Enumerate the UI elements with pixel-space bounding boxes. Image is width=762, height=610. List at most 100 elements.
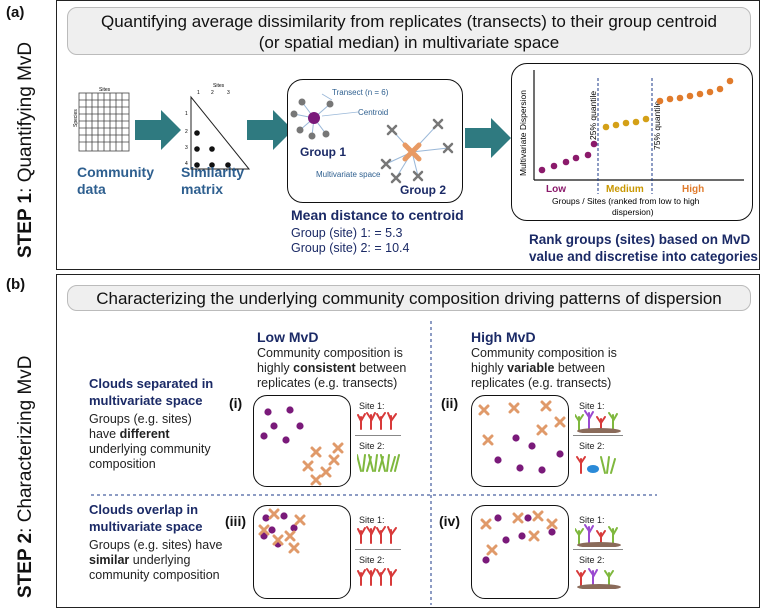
rank-dot-low	[538, 166, 546, 174]
rank-dot-high	[706, 88, 714, 96]
high-mvd-header: High MvD Community composition is highly…	[471, 329, 617, 391]
step1-panel: Quantifying average dissimilarity from r…	[56, 0, 760, 270]
sim-top-label: Sites	[213, 83, 225, 89]
step1-title-box: Quantifying average dissimilarity from r…	[67, 7, 751, 55]
rank-dot-high	[666, 95, 674, 103]
green-grass-icon	[357, 454, 400, 472]
step2-panel: Characterizing the underlying community …	[56, 274, 760, 608]
rank-chart-box: Multivariate Dispersion 25% quantile 75%…	[511, 63, 753, 221]
quadrant-ii-plot	[478, 400, 566, 475]
rank-dot-low	[550, 162, 558, 170]
quadrant-iv-plot	[480, 510, 558, 565]
rank-caption-line2: value and discretise into categories	[529, 249, 758, 264]
high-mvd-l2: highly variable between	[471, 361, 617, 376]
low-l2-pre: highly	[257, 361, 294, 375]
mixed-coral-icon	[575, 524, 621, 547]
site1-label-iii: Site 1:	[359, 515, 385, 525]
low-mvd-header: Low MvD Community composition is highly …	[257, 329, 406, 391]
rank-dot-high	[696, 90, 704, 98]
rank-dot-high	[686, 92, 694, 100]
site-divider	[573, 435, 623, 436]
rank-xlabel-line1: Groups / Sites (ranked from low to high	[552, 196, 700, 206]
high-l2-post: between	[554, 361, 606, 375]
q75-label: 75% quantile	[652, 101, 662, 150]
step1-side-rest: : Quantifying MvD	[15, 41, 36, 193]
mixed-coral-icon	[575, 410, 621, 433]
sim-col2: 2	[211, 90, 214, 96]
quadrant-separators	[91, 321, 657, 605]
group1-label: Group 1	[300, 145, 347, 159]
red-coral-icon	[357, 526, 397, 544]
step2-title-box: Characterizing the underlying community …	[67, 285, 751, 311]
cat-medium-label: Medium	[606, 184, 644, 195]
rank-dot-medium	[632, 118, 640, 126]
mean-distance-title: Mean distance to centroid	[291, 207, 464, 223]
high-mvd-title: High MvD	[471, 329, 536, 345]
step2-side-label: STEP 2: Characterizing MvD	[15, 355, 37, 598]
rank-dot-medium	[642, 115, 650, 123]
community-line2: data	[77, 181, 106, 197]
similarity-matrix-label: Similarity matrix	[181, 164, 244, 198]
multivariate-space-plot	[290, 93, 454, 184]
similarity-line2: matrix	[181, 181, 224, 197]
ovl-head2: multivariate space	[89, 519, 203, 534]
rank-dot-high	[726, 77, 734, 85]
sep-l2-pre: have	[89, 427, 120, 441]
panel-tag-b: (b)	[6, 276, 26, 293]
quad-label-i: (i)	[229, 395, 243, 411]
q25-label: 25% quantile	[588, 91, 598, 140]
step2-side-rest: : Characterizing MvD	[15, 355, 36, 533]
group2-label: Group 2	[400, 183, 447, 197]
sim-row1: 1	[185, 111, 188, 117]
quadrant-i-plot	[259, 405, 344, 486]
site-divider	[355, 549, 401, 550]
quad-label-ii: (ii)	[441, 395, 459, 411]
high-mvd-l1: Community composition is	[471, 346, 617, 360]
low-mvd-l2: highly consistent between	[257, 361, 406, 376]
multivariate-space-box: Transect (n = 6) Centroid Group 1 Multiv…	[287, 79, 463, 203]
similarity-line1: Similarity	[181, 164, 245, 180]
red-coral-icon	[357, 412, 397, 430]
sim-col3: 3	[227, 90, 230, 96]
site2-label-iii: Site 2:	[359, 555, 385, 565]
rank-dot-low	[572, 154, 580, 162]
arrow-right-icon	[247, 110, 293, 150]
step2-sidebar: (b) STEP 2: Characterizing MvD	[0, 272, 54, 608]
rank-dot-high	[676, 94, 684, 102]
rank-caption: Rank groups (sites) based on MvD value a…	[529, 231, 758, 265]
site2-label-ii: Site 2:	[579, 441, 605, 451]
low-mvd-title: Low MvD	[257, 329, 319, 345]
mean-distance-g2: Group (site) 2: = 10.4	[291, 241, 410, 255]
step2-side-bold: STEP 2	[15, 532, 36, 598]
sim-col1: 1	[197, 90, 200, 96]
low-mvd-l1: Community composition is	[257, 346, 403, 360]
rank-dot-low	[590, 140, 598, 148]
site-legend-iv: Site 1: Site 2:	[573, 511, 625, 597]
centroid-label: Centroid	[358, 108, 389, 117]
step1-sidebar: (a) STEP 1: Quantifying MvD	[0, 0, 54, 312]
low-mvd-l3: replicates (e.g. transects)	[257, 376, 398, 390]
high-l2-pre: highly	[471, 361, 508, 375]
site-legend-ii: Site 1: Site 2:	[573, 397, 625, 485]
similarity-matrix: Sites 1 2 3 1 2 3 4	[185, 83, 251, 170]
centroid-marker	[308, 112, 320, 124]
sep-head1: Clouds separated in	[89, 376, 214, 391]
rank-dot-low	[584, 151, 592, 159]
site2-label-iv: Site 2:	[579, 555, 605, 565]
sim-row2: 2	[185, 129, 188, 135]
low-l2-post: between	[355, 361, 407, 375]
quadrant-iii-plot	[258, 508, 306, 554]
ovl-l2: similar underlying	[89, 553, 222, 568]
arrow-right-icon	[135, 110, 181, 150]
rank-ylabel: Multivariate Dispersion	[518, 90, 528, 176]
quad-label-iv: (iv)	[439, 513, 460, 529]
red-coral-icon	[357, 568, 397, 586]
site-divider	[355, 435, 401, 436]
sep-l4: composition	[89, 457, 156, 471]
step1-title-line1: Quantifying average dissimilarity from r…	[100, 12, 718, 31]
site-legend-i: Site 1: Site 2:	[355, 397, 403, 485]
overlap-row-label: Clouds overlap in multivariate space Gro…	[89, 501, 222, 583]
step1-side-bold: STEP 1	[15, 192, 36, 258]
site1-label-ii: Site 1:	[579, 401, 605, 411]
site-divider	[573, 549, 623, 550]
